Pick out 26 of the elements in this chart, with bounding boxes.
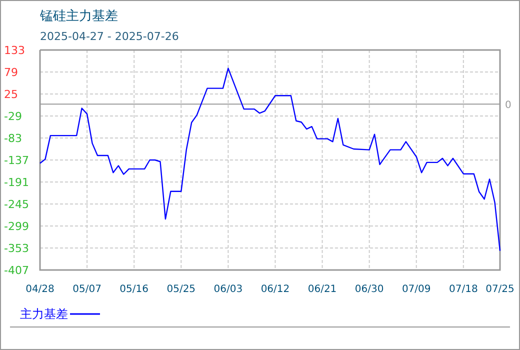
x-tick-label: 05/07 <box>72 284 102 295</box>
y-tick-label: -299 <box>4 220 29 233</box>
x-tick-label: 07/09 <box>402 284 431 295</box>
legend-label: 主力基差 <box>20 307 68 321</box>
chart-title: 锰硅主力基差 <box>39 8 118 24</box>
y-tick-label: -191 <box>4 176 29 189</box>
x-tick-label: 07/25 <box>486 284 514 295</box>
x-tick-label: 07/18 <box>448 284 478 295</box>
x-tick-label: 04/28 <box>26 284 54 295</box>
x-tick-label: 06/21 <box>308 284 337 295</box>
y-tick-label: -137 <box>4 154 29 167</box>
y-tick-label: -407 <box>4 264 29 277</box>
y-tick-label: -83 <box>4 132 22 145</box>
y-tick-label: -29 <box>4 110 22 123</box>
x-tick-label: 06/12 <box>260 284 290 295</box>
x-tick-label: 05/25 <box>166 284 196 295</box>
y-tick-label: 133 <box>4 44 25 57</box>
y-tick-label: 79 <box>4 66 18 79</box>
y-tick-label: -353 <box>4 242 29 255</box>
y-tick-label: 25 <box>4 88 18 101</box>
x-tick-label: 05/16 <box>120 284 149 295</box>
ref-line-label: 0 <box>505 100 512 112</box>
x-tick-label: 06/30 <box>354 284 384 295</box>
x-tick-label: 06/03 <box>214 284 243 295</box>
y-tick-label: -245 <box>4 198 29 211</box>
chart-subtitle: 2025-04-27 - 2025-07-26 <box>40 30 179 43</box>
